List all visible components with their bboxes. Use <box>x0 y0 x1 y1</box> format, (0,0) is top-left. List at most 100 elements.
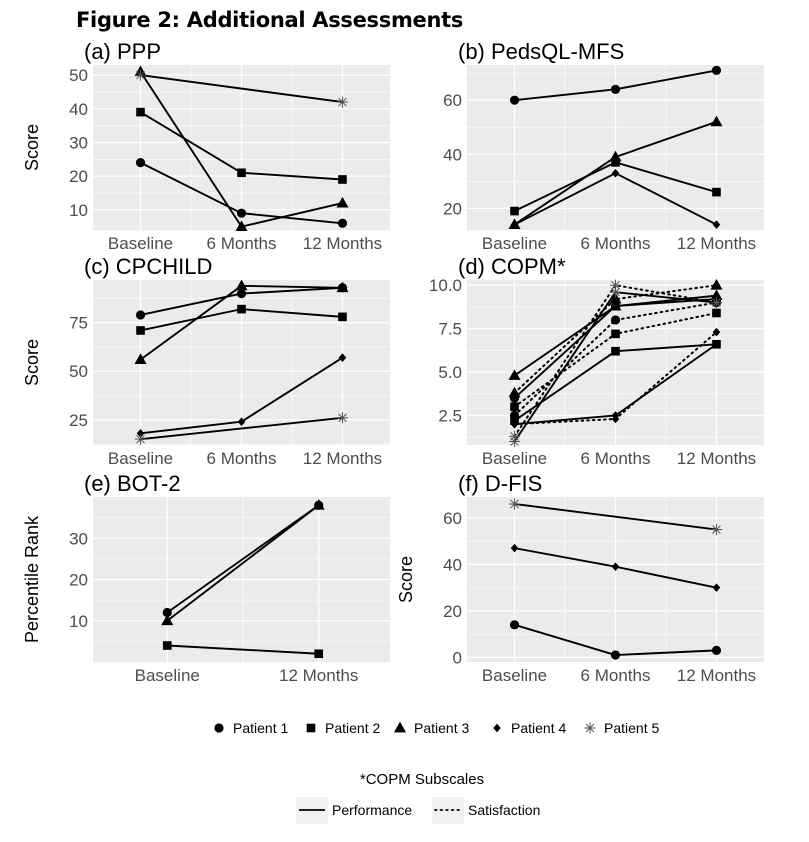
legend-key-diamond <box>493 723 501 733</box>
data-point-patient-5 <box>710 296 723 309</box>
panel-title: (d) COPM* <box>458 254 566 279</box>
data-point-patient-3 <box>508 369 521 380</box>
x-tick-label: 12 Months <box>303 234 382 253</box>
data-point-patient-2 <box>162 641 172 650</box>
x-tick-label: 12 Months <box>677 666 756 685</box>
x-tick-label: 12 Months <box>677 449 756 468</box>
y-axis-label: Score <box>22 339 42 386</box>
y-tick-label: 30 <box>69 529 88 548</box>
panel-title: (b) PedsQL-MFS <box>458 39 624 64</box>
y-tick-label: 60 <box>443 91 462 110</box>
y-tick-label: 20 <box>69 167 88 186</box>
data-point-patient-2 <box>237 168 246 178</box>
x-tick-label: 6 Months <box>207 234 277 253</box>
data-point-patient-3 <box>710 115 723 127</box>
data-point-patient-5 <box>508 498 521 510</box>
data-point-patient-4 <box>611 414 620 424</box>
data-point-patient-3 <box>508 386 521 398</box>
data-point-patient-3 <box>134 353 147 364</box>
y-tick-label: 0 <box>453 648 462 667</box>
legend-item-patient-2: Patient 2 <box>306 720 380 736</box>
data-point-patient-2 <box>611 329 620 339</box>
y-axis-label: Percentile Rank <box>22 515 42 643</box>
data-point-patient-4 <box>510 220 519 229</box>
chart-panel-c: 25 50 75 Baseline 6 Months 12 Months (c) CPCHI… <box>22 254 390 468</box>
data-point-patient-2 <box>510 402 519 412</box>
legend-label: Patient 3 <box>414 720 469 736</box>
data-point-patient-3 <box>336 281 349 293</box>
data-point-patient-4 <box>136 429 145 438</box>
x-tick-label: 12 Months <box>303 449 382 468</box>
x-tick-label: Baseline <box>482 666 547 685</box>
chart-panel-f: 0 20 40 60 Baseline 6 Months 12 Months (f) D-FI… <box>396 471 764 685</box>
data-point-patient-1 <box>509 620 520 630</box>
patient-legend: Patient 1 Patient 2 Patient 3 Patient 4 Pati… <box>214 720 659 736</box>
data-point-patient-1 <box>509 95 520 105</box>
data-point-patient-2 <box>712 187 721 197</box>
legend-key-circle <box>214 723 224 733</box>
x-tick-label: 12 Months <box>279 666 358 685</box>
chart-panel-d: 2.5 5.0 7.5 10.0 Baseline 6 Months 12 Months (d… <box>429 254 764 468</box>
chart-panel-e: 10 20 30 Baseline 12 Months (e) BOT-2 Percenti… <box>22 471 390 685</box>
data-point-patient-3 <box>235 220 248 232</box>
series-line-patient-5 <box>514 503 717 531</box>
y-tick-label: 40 <box>69 100 88 119</box>
y-tick-label: 10.0 <box>429 276 462 295</box>
data-point-patient-4 <box>712 220 721 229</box>
data-point-patient-3 <box>710 289 723 301</box>
data-point-patient-4 <box>510 543 519 553</box>
data-point-patient-2 <box>338 312 347 322</box>
data-point-patient-5 <box>609 279 622 291</box>
legend-item-patient-1: Patient 1 <box>214 720 288 736</box>
chart-panel-b: 20 40 60 Baseline 6 Months 12 Months (b) PedsQ… <box>443 39 764 253</box>
series-line-patient-1 <box>166 504 320 614</box>
data-point-patient-3 <box>161 614 174 626</box>
subscale-legend-title: *COPM Subscales <box>360 771 484 788</box>
subscale-legend: *COPM Subscales Performance Satisfaction <box>296 771 540 824</box>
x-tick-label: 12 Months <box>677 234 756 253</box>
y-tick-label: 25 <box>69 411 88 430</box>
legend-key-square <box>306 723 316 733</box>
y-tick-label: 60 <box>443 509 462 528</box>
data-point-patient-4 <box>712 583 721 592</box>
y-tick-label: 20 <box>69 571 88 590</box>
series-line-patient-5 <box>140 74 343 103</box>
y-tick-label: 30 <box>69 133 88 152</box>
y-tick-label: 5.0 <box>438 363 462 382</box>
data-point-patient-3 <box>710 279 723 290</box>
data-point-patient-5 <box>134 433 147 445</box>
data-point-patient-3 <box>609 299 622 311</box>
panel-title: (f) D-FIS <box>458 471 542 496</box>
data-point-patient-1 <box>236 208 247 218</box>
data-point-patient-3 <box>235 279 248 291</box>
legend-label: Patient 1 <box>233 720 288 736</box>
series-line-patient-5 <box>140 416 343 441</box>
data-point-patient-1 <box>711 645 722 655</box>
data-point-patient-4 <box>611 562 620 572</box>
series-line-patient-2 <box>167 644 319 655</box>
legend-label: Satisfaction <box>468 802 540 818</box>
y-tick-label: 7.5 <box>438 320 462 339</box>
data-point-patient-4 <box>338 353 347 362</box>
legend-item-patient-3: Patient 3 <box>394 720 469 736</box>
y-tick-label: 50 <box>69 362 88 381</box>
x-tick-label: 6 Months <box>581 449 651 468</box>
legend-item-satisfaction: Satisfaction <box>432 797 540 824</box>
data-point-patient-4 <box>712 327 721 337</box>
x-tick-label: 6 Months <box>581 666 651 685</box>
x-tick-label: Baseline <box>108 449 173 468</box>
x-tick-label: 6 Months <box>581 234 651 253</box>
data-point-patient-5 <box>609 286 622 298</box>
data-point-patient-1 <box>610 315 621 325</box>
data-point-patient-1 <box>610 84 621 94</box>
data-point-patient-4 <box>712 339 721 349</box>
data-point-patient-3 <box>609 292 622 304</box>
data-point-patient-4 <box>510 419 519 429</box>
data-point-patient-2 <box>712 308 721 318</box>
data-point-patient-3 <box>336 196 349 208</box>
y-axis-label: Score <box>396 556 416 603</box>
y-tick-label: 20 <box>443 602 462 621</box>
data-point-patient-5 <box>336 412 349 424</box>
data-point-patient-1 <box>135 158 146 168</box>
